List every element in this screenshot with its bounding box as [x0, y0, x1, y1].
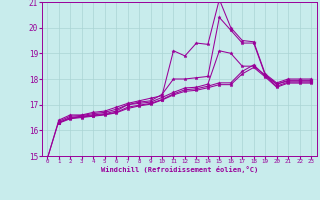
X-axis label: Windchill (Refroidissement éolien,°C): Windchill (Refroidissement éolien,°C): [100, 166, 258, 173]
